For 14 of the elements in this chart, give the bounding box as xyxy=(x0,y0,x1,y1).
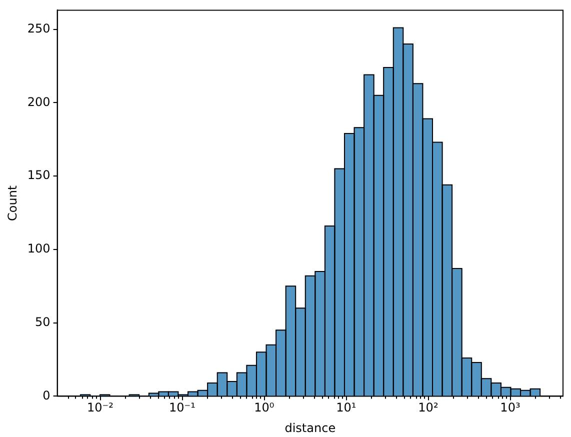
x-tick-label: 10¹ xyxy=(336,400,356,415)
x-tick-label: 10⁻¹ xyxy=(168,400,196,415)
y-tick-label: 100 xyxy=(27,242,50,256)
y-tick-label: 200 xyxy=(27,94,50,109)
y-tick-label: 50 xyxy=(35,314,50,329)
x-tick-label: 10² xyxy=(418,400,438,415)
x-tick-label: 10⁰ xyxy=(254,400,274,415)
y-tick-label: 150 xyxy=(27,168,50,182)
y-tick-label: 0 xyxy=(42,388,50,402)
x-tick-label: 10⁻² xyxy=(86,400,114,415)
x-axis-title: distance xyxy=(284,420,336,435)
x-tick-label: 10³ xyxy=(500,400,520,415)
y-axis-title: Count xyxy=(5,185,20,222)
y-tick-label: 250 xyxy=(27,21,50,36)
